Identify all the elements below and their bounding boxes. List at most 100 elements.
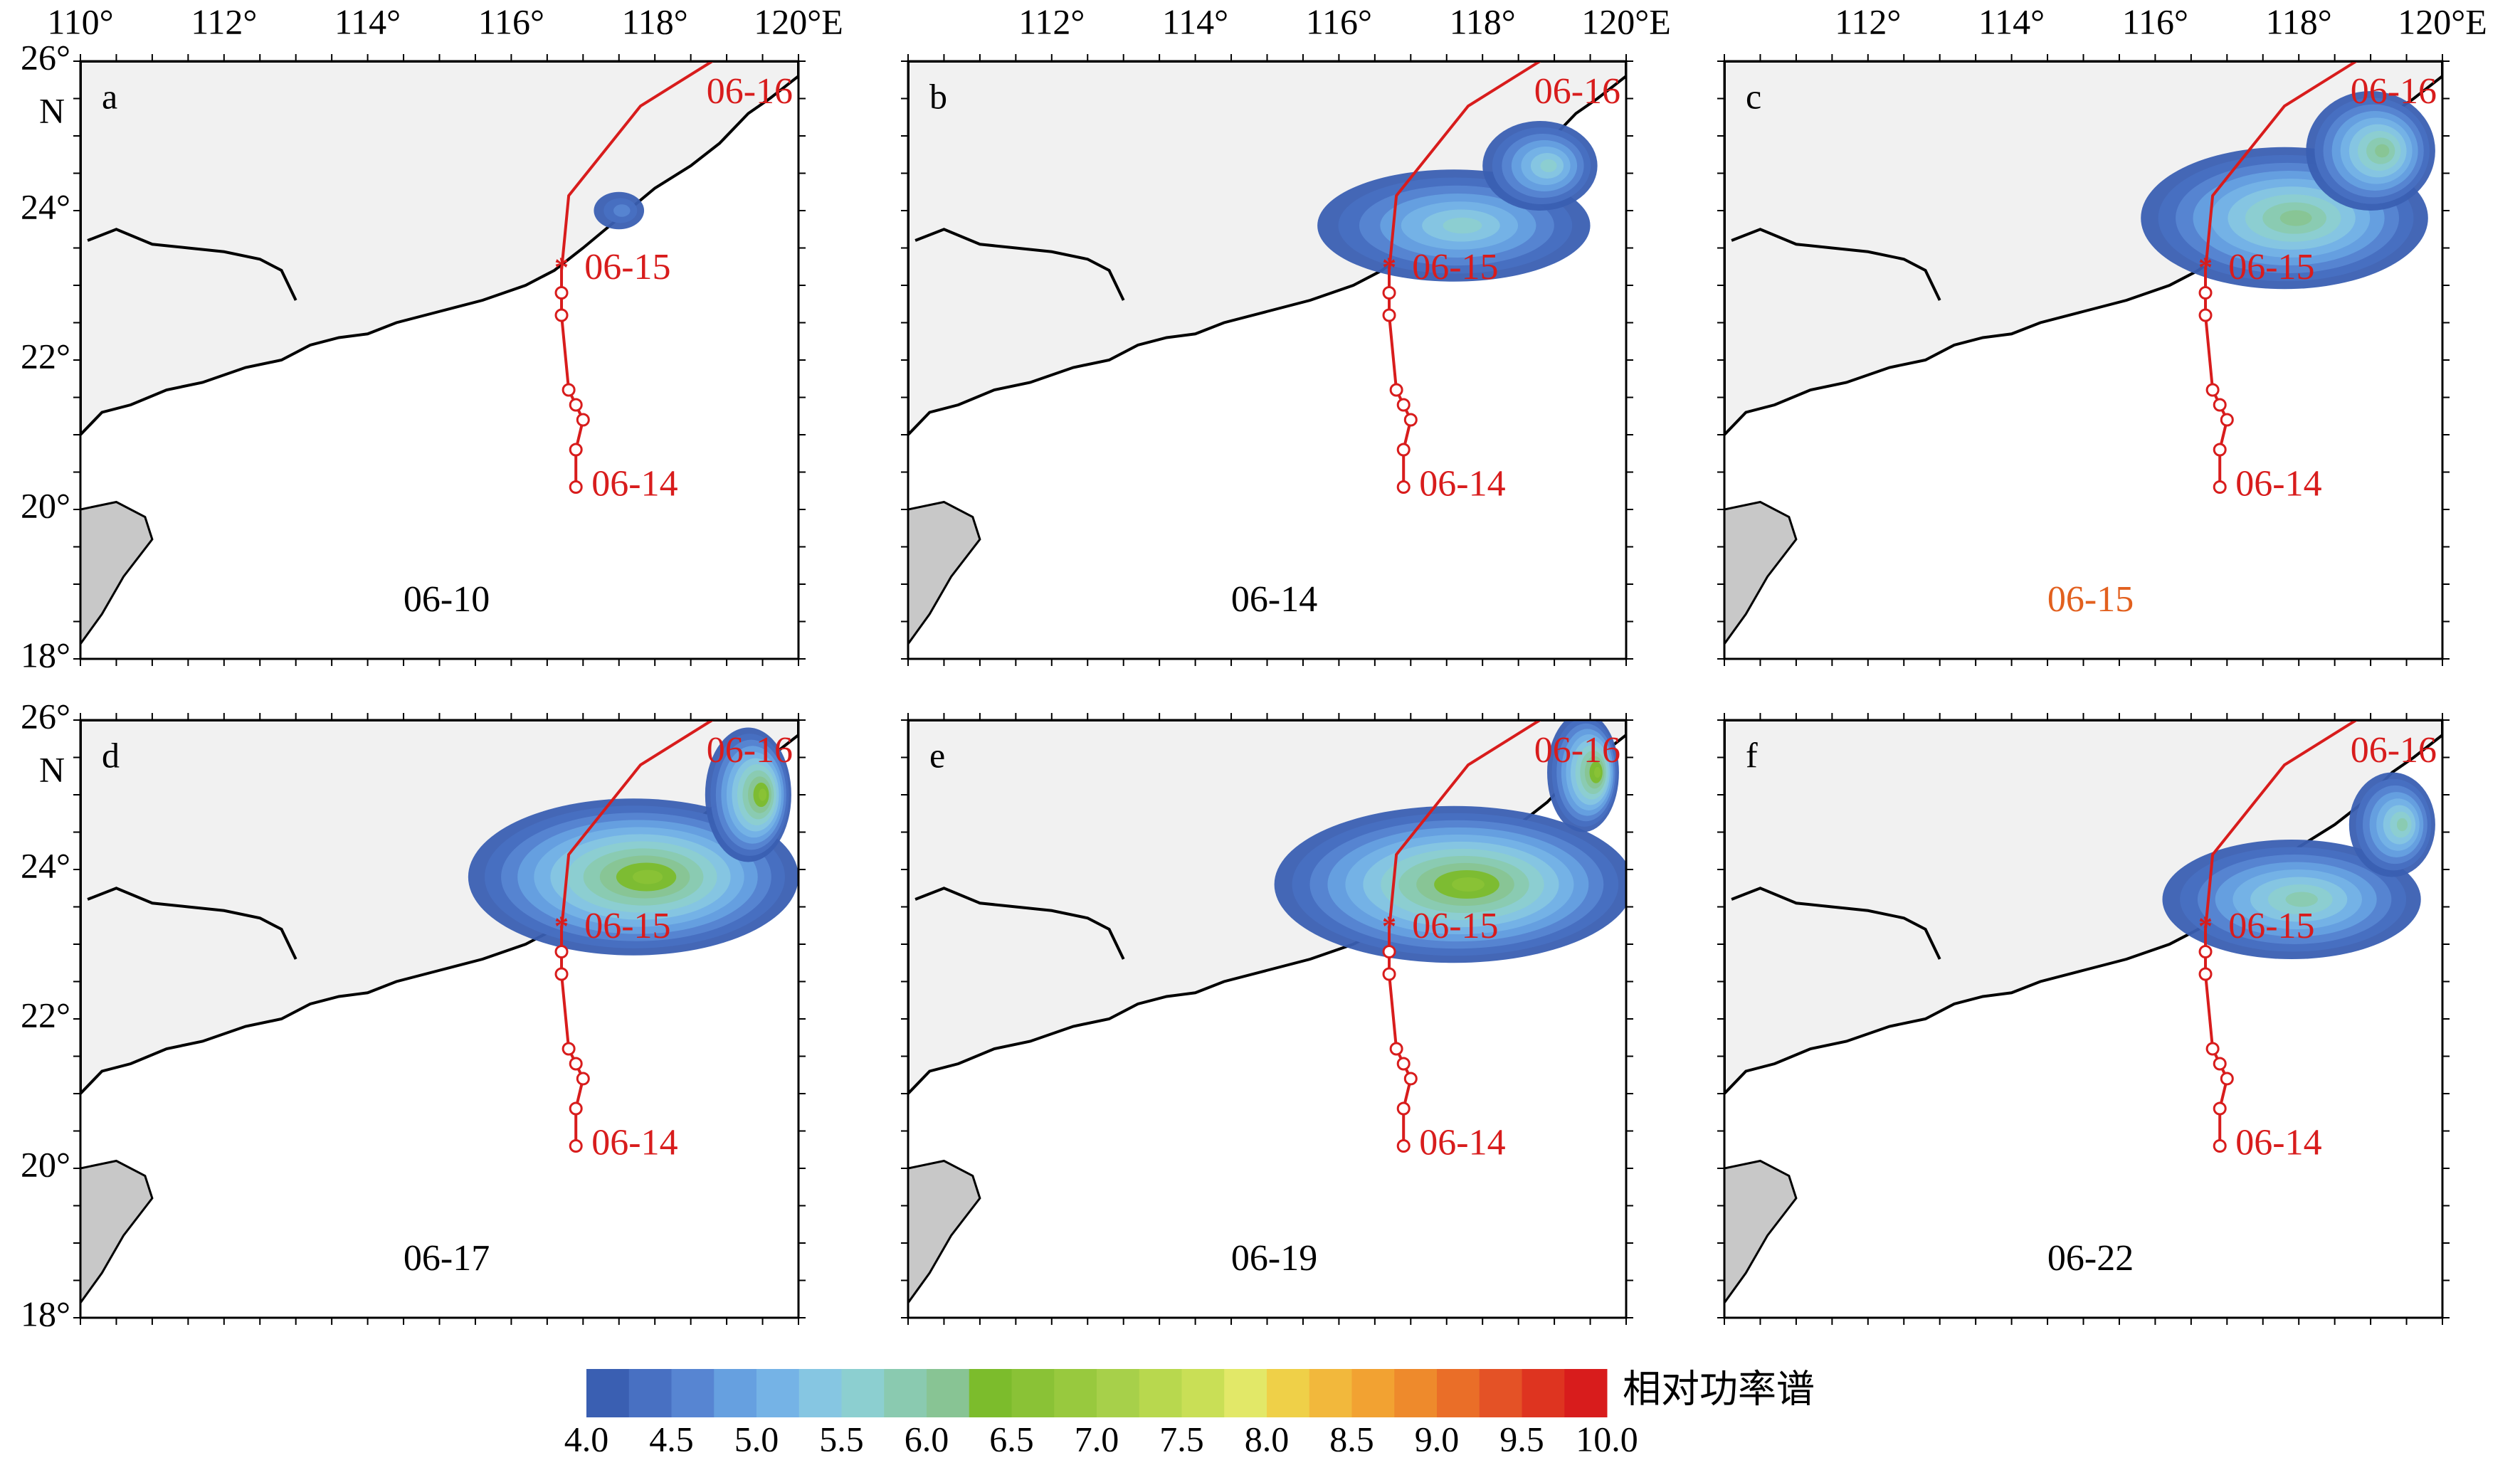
lat-tick-label: 22°: [21, 336, 70, 376]
track-point: [1389, 383, 1403, 397]
track-label: 06-16: [2351, 71, 2437, 112]
island: [908, 1159, 981, 1305]
map-content: * 06-16 06-15 06-14 d 06-17: [80, 720, 798, 1318]
track-point: [2220, 1072, 2234, 1086]
colorbar-tick-label: 5.0: [734, 1419, 779, 1459]
colorbar-tick-label: 8.0: [1245, 1419, 1290, 1459]
track-label: 06-14: [2235, 463, 2321, 504]
colorbar-swatch: [927, 1369, 970, 1417]
map-content: * 06-16 06-15 06-14 c 06-15: [1724, 61, 2442, 659]
lat-tick-label: 20°: [21, 485, 70, 525]
land: [908, 61, 1626, 437]
map-panel: * 06-16 06-15 06-14 d 06-17 26° 24° 22° 20° 18° N: [21, 696, 806, 1333]
map-panel: * 06-16 06-15 06-14 e 06-19: [901, 713, 1633, 1325]
lat-unit: N: [39, 749, 65, 789]
track-label: 06-14: [2235, 1122, 2321, 1163]
track-point: [2205, 383, 2220, 397]
lon-tick-label: 112°: [1835, 1, 1901, 41]
lon-tick-label: 116°: [2122, 1, 2188, 41]
colorbar-swatch: [884, 1369, 927, 1417]
track-point: [2205, 1042, 2220, 1056]
track-point: [1403, 413, 1418, 427]
colorbar-swatch: [1309, 1369, 1352, 1417]
colorbar-tick-label: 6.5: [989, 1419, 1034, 1459]
colorbar-tick-label: 4.0: [564, 1419, 609, 1459]
track-label: 06-15: [584, 247, 670, 287]
colorbar-tick-label: 4.5: [649, 1419, 694, 1459]
track-point: *: [1382, 251, 1396, 283]
colorbar-swatch: [1564, 1369, 1608, 1417]
track-point: *: [554, 251, 569, 283]
lat-tick-label: 26°: [21, 696, 70, 736]
track-label: 06-14: [1419, 1122, 1505, 1163]
track-point: [569, 398, 583, 412]
lon-tick-label: 118°: [622, 1, 688, 41]
colorbar-tick-label: 5.5: [819, 1419, 864, 1459]
track-point: [562, 383, 576, 397]
track-point: [576, 413, 590, 427]
panel-date: 06-19: [1231, 1238, 1317, 1279]
power-area: [1452, 877, 1485, 892]
track-point: [569, 1101, 583, 1116]
track-point: [554, 967, 569, 981]
track-point: [554, 945, 569, 958]
lat-tick-label: 22°: [21, 995, 70, 1035]
track-point: [2213, 1139, 2227, 1153]
track-point: [1389, 1042, 1403, 1056]
lat-tick-label: 18°: [21, 1294, 70, 1333]
colorbar-tick-label: 10.0: [1576, 1419, 1638, 1459]
track-point: *: [2198, 251, 2213, 283]
land: [80, 61, 798, 437]
river: [87, 228, 297, 301]
map-content: * 06-16 06-15 06-14 e 06-19: [908, 720, 1626, 1318]
track-point: [569, 1139, 583, 1153]
track-point: [569, 480, 583, 494]
track-point: [1396, 1139, 1411, 1153]
track-point: [569, 443, 583, 457]
track-point: [1382, 308, 1396, 322]
track-label: 06-15: [584, 906, 670, 946]
power-area: [1594, 766, 1601, 778]
track-label: 06-15: [1412, 247, 1498, 287]
power-area: [1443, 217, 1482, 234]
colorbar-swatch: [1351, 1369, 1395, 1417]
colorbar-swatch: [1139, 1369, 1182, 1417]
panel-letter: e: [929, 735, 945, 775]
river: [87, 887, 297, 960]
track-point: [2213, 480, 2227, 494]
panel-letter: d: [102, 735, 120, 775]
panel-letter: c: [1746, 76, 1761, 116]
power-area: [633, 869, 663, 884]
island: [80, 500, 154, 646]
colorbar-swatch: [1181, 1369, 1225, 1417]
lat-tick-label: 24°: [21, 186, 70, 226]
track-point: *: [1382, 910, 1396, 942]
colorbar-tick-label: 7.0: [1075, 1419, 1119, 1459]
colorbar-swatch: [798, 1369, 842, 1417]
map-content: * 06-16 06-15 06-14 b 06-14: [908, 61, 1626, 659]
track-label: 06-16: [707, 730, 793, 771]
lon-tick-label: 112°: [1018, 1, 1085, 41]
track-label: 06-16: [707, 71, 793, 112]
track-point: [554, 286, 569, 300]
lon-tick-label: 114°: [1978, 1, 2045, 41]
lon-tick-label: 118°: [1450, 1, 1516, 41]
track-point: [2220, 413, 2234, 427]
colorbar-swatch: [671, 1369, 715, 1417]
panel-date: 06-22: [2047, 1238, 2134, 1279]
lon-tick-label: 120°E: [2398, 1, 2487, 41]
track-point: [2198, 945, 2213, 958]
island: [1724, 500, 1798, 646]
track-point: [1403, 1072, 1418, 1086]
power-area: [613, 204, 631, 217]
lat-tick-label: 20°: [21, 1144, 70, 1184]
colorbar-swatch: [841, 1369, 885, 1417]
colorbar-swatch: [1522, 1369, 1565, 1417]
power-area: [2396, 818, 2408, 832]
track-point: *: [2198, 910, 2213, 942]
colorbar-swatch: [1394, 1369, 1438, 1417]
land: [1724, 720, 2442, 1096]
track-point: [1396, 1057, 1411, 1071]
panel-date: 06-17: [404, 1238, 490, 1279]
